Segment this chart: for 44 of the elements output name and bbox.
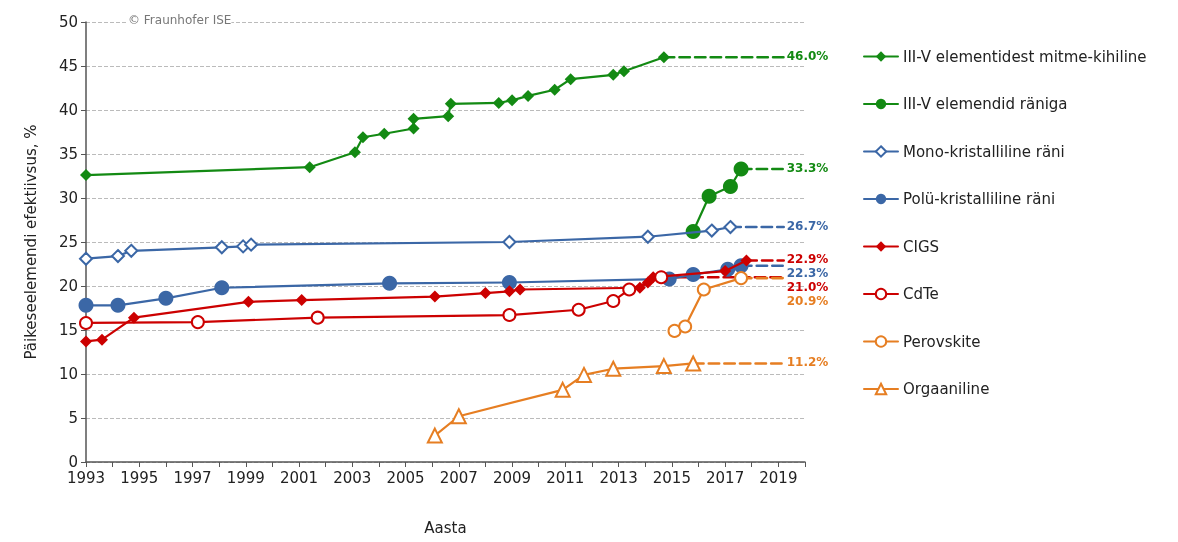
- legend-label: CIGS: [903, 237, 940, 256]
- y-tick-label: 25: [58, 233, 78, 251]
- legend-label: CdTe: [903, 285, 939, 303]
- x-tick-label: 2009: [492, 468, 532, 487]
- y-tick-label: 20: [58, 277, 78, 295]
- x-tick-label: 1999: [226, 468, 265, 487]
- y-tick-label: 15: [58, 321, 78, 339]
- legend-label: Polü-kristalliline räni: [903, 190, 1056, 208]
- y-tick-label: 45: [58, 57, 78, 75]
- data-label: 22.3%: [786, 266, 829, 281]
- data-label: 21.0%: [786, 280, 829, 295]
- y-tick-label: 10: [58, 365, 78, 383]
- x-tick-label: 2003: [333, 468, 372, 487]
- x-axis-title: Aasta: [424, 518, 467, 537]
- y-axis-title: Päikeseelemendi efektiivsus, %: [21, 124, 40, 360]
- data-label: 26.7%: [786, 219, 829, 234]
- legend-label: Perovskite: [903, 332, 981, 351]
- data-label: 22.9%: [786, 252, 829, 267]
- y-tick-label: 35: [58, 145, 78, 163]
- data-label: 46.0%: [786, 49, 829, 64]
- x-tick-label: 2017: [706, 468, 745, 487]
- x-tick-label: 1995: [120, 468, 159, 487]
- x-tick-label: 2013: [599, 468, 638, 487]
- data-label: 20.9%: [786, 294, 829, 309]
- x-tick-label: 2007: [439, 468, 478, 487]
- x-tick-label: 2001: [279, 468, 319, 487]
- x-tick-label: 1993: [66, 468, 106, 487]
- y-tick-label: 5: [68, 409, 78, 427]
- legend-label: III-V elemendid räniga: [903, 95, 1068, 113]
- x-tick-label: 2015: [652, 468, 691, 487]
- y-tick-label: 50: [58, 13, 78, 31]
- annotation: © Fraunhofer ISE: [128, 13, 232, 27]
- x-tick-label: 2019: [759, 468, 798, 487]
- y-tick-label: 30: [58, 189, 78, 207]
- x-tick-label: 2005: [386, 468, 425, 487]
- data-label: 11.2%: [786, 355, 829, 370]
- legend-label: Orgaaniline: [903, 380, 990, 398]
- x-tick-label: 1997: [173, 468, 212, 487]
- legend-label: III-V elementidest mitme-kihiline: [903, 47, 1147, 66]
- y-tick-label: 40: [58, 101, 78, 119]
- legend-label: Mono-kristalliline räni: [903, 142, 1065, 161]
- data-label: 33.3%: [786, 160, 829, 175]
- x-tick-label: 2011: [546, 468, 585, 487]
- y-tick-label: 0: [68, 453, 78, 471]
